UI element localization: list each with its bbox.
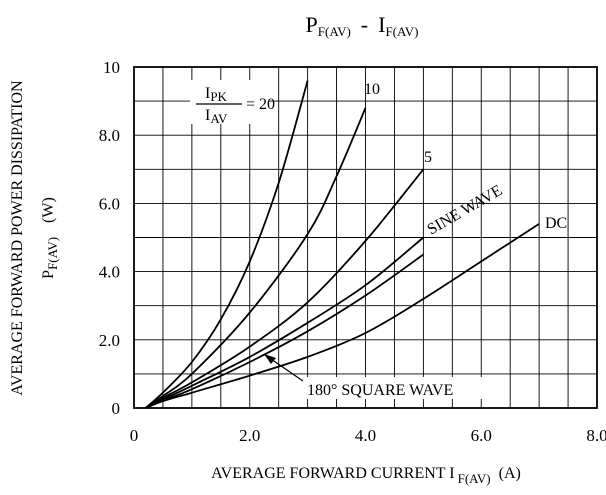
x-tick-label: 8.0 xyxy=(586,426,606,445)
y-tick-label: 6.0 xyxy=(99,194,120,213)
x-tick-labels: 0 2.0 4.0 6.0 8.0 xyxy=(130,426,606,445)
series-line-sine-wave xyxy=(145,236,424,409)
y-tick-label: 4.0 xyxy=(99,263,120,282)
x-tick-label: 2.0 xyxy=(239,426,260,445)
y-axis-label-symbol: PF(AV)(W) xyxy=(40,197,60,279)
label-sine-wave: SINE WAVE xyxy=(425,182,506,238)
series-line-20 xyxy=(144,80,309,409)
series-line-5 xyxy=(145,168,425,409)
ratio-numerator: IPK xyxy=(205,85,228,104)
callout-leader-line xyxy=(267,356,304,382)
label-5: 5 xyxy=(424,149,432,166)
label-180-square-wave: 180° SQUARE WAVE xyxy=(307,382,453,399)
ratio-denominator: IAV xyxy=(205,107,228,126)
series-line-dc xyxy=(145,223,540,409)
grid xyxy=(134,67,597,408)
y-tick-label: 8.0 xyxy=(99,126,120,145)
x-tick-label: 4.0 xyxy=(355,426,376,445)
x-tick-label: 0 xyxy=(130,426,139,445)
ratio-equals-20: = 20 xyxy=(246,96,275,113)
ratio-annotation: IPK IAV = 20 xyxy=(190,80,275,126)
plot-frame xyxy=(133,66,598,409)
series-line-10 xyxy=(145,107,367,409)
y-tick-label: 10 xyxy=(103,58,120,77)
y-tick-label: 0 xyxy=(112,399,121,418)
chart-title: PF(AV) - IF(AV) xyxy=(306,12,419,39)
y-axis-label: AVERAGE FORWARD POWER DISSIPATION xyxy=(9,80,26,396)
x-axis-label: AVERAGE FORWARD CURRENT I F(AV) (A) xyxy=(211,465,521,486)
y-axis-label-line2: PF(AV)(W) xyxy=(40,197,60,279)
y-tick-label: 2.0 xyxy=(99,331,120,350)
label-dc: DC xyxy=(545,215,567,232)
series-curves xyxy=(144,80,540,409)
label-10: 10 xyxy=(364,81,380,98)
y-axis-label-line1: AVERAGE FORWARD POWER DISSIPATION xyxy=(9,80,26,396)
callout-arrowhead xyxy=(264,354,276,364)
square-wave-callout: 180° SQUARE WAVE xyxy=(264,354,500,399)
y-tick-labels: 0 2.0 4.0 6.0 8.0 10 xyxy=(99,58,120,418)
x-tick-label: 6.0 xyxy=(471,426,492,445)
